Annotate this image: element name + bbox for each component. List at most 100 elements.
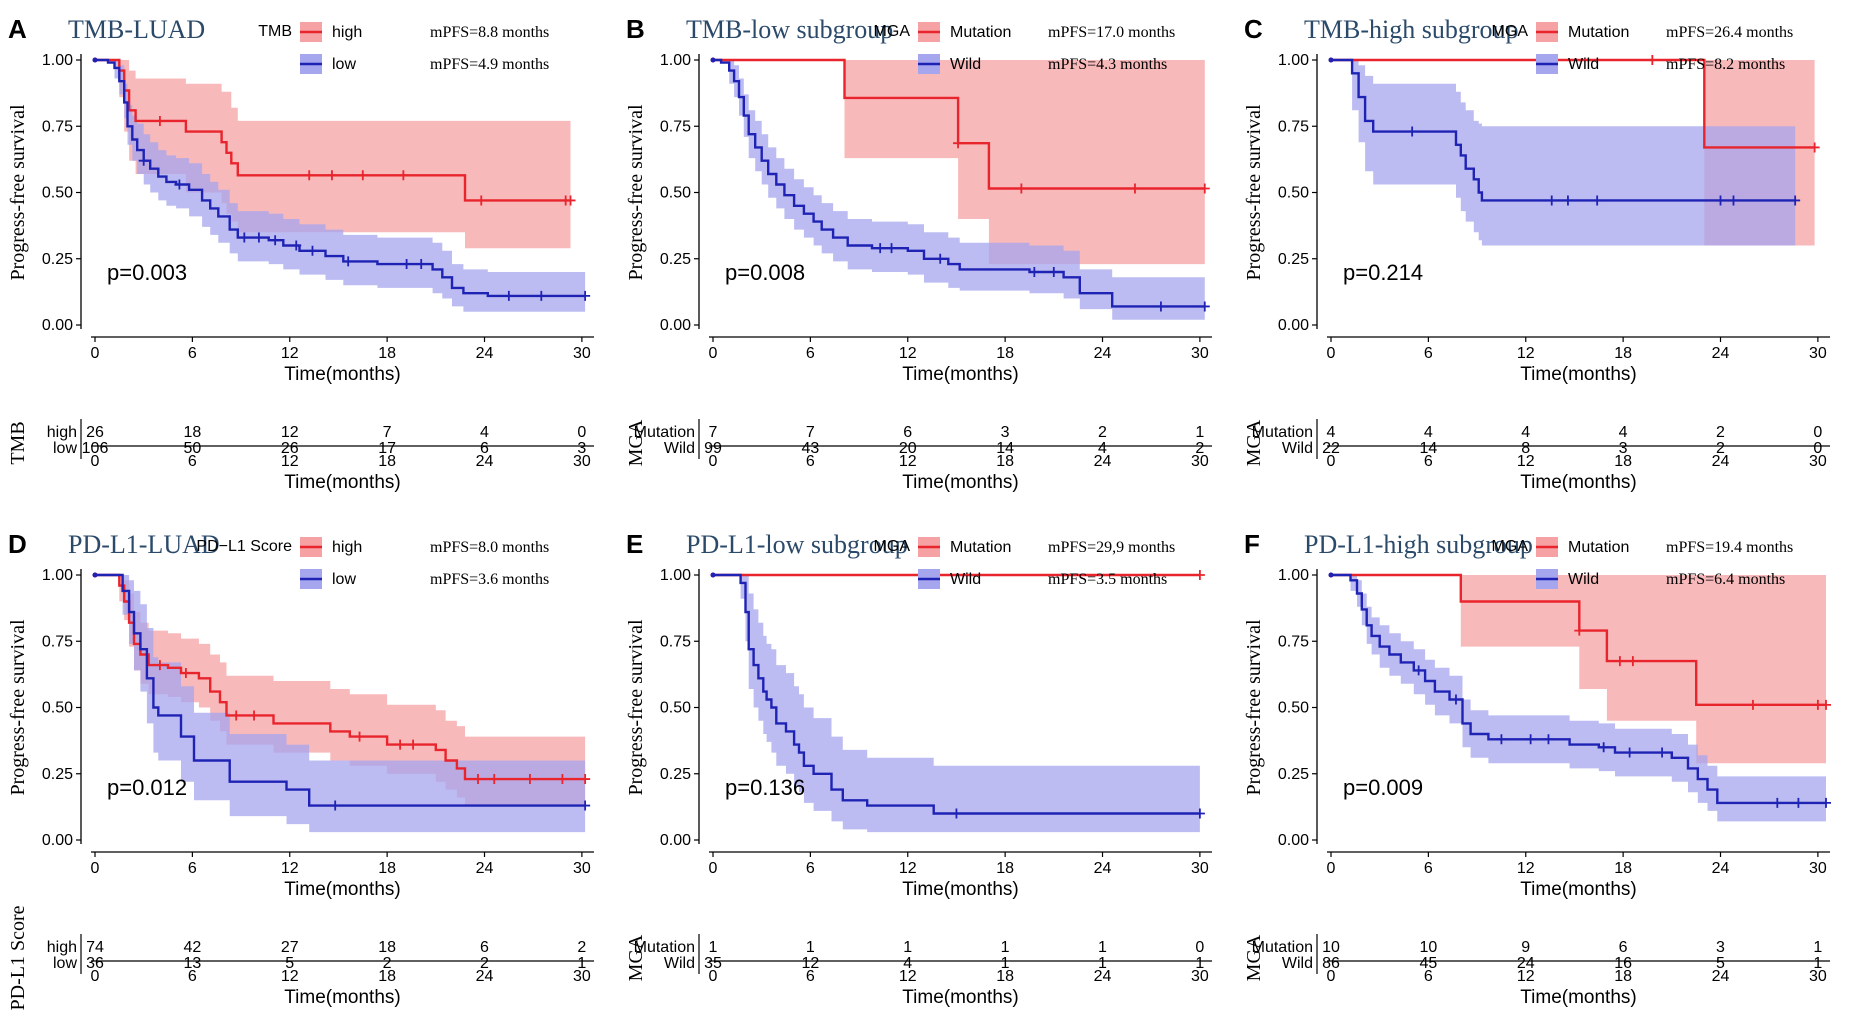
- censor-mark-wild: [1624, 747, 1635, 758]
- risk-count: 42: [183, 939, 201, 956]
- p-value: p=0.008: [725, 260, 805, 285]
- risk-row-label-wild: Wild: [664, 955, 695, 972]
- risk-x-tick-label: 6: [1424, 968, 1433, 985]
- censor-mark-wild: [1657, 747, 1668, 758]
- censor-mark-wild: [1496, 734, 1507, 745]
- risk-x-tick-label: 6: [806, 968, 815, 985]
- y-tick-label: 1.00: [660, 567, 691, 584]
- y-tick-label: 1.00: [1278, 52, 1309, 69]
- x-tick-label: 18: [378, 860, 396, 877]
- risk-count: 1: [903, 939, 912, 956]
- start-point: [710, 572, 716, 578]
- risk-x-tick-label: 30: [573, 453, 591, 470]
- x-tick-label: 24: [1094, 345, 1112, 362]
- risk-count: 4: [1098, 440, 1107, 457]
- censor-mark-wild: [1728, 195, 1739, 206]
- risk-x-tick-label: 30: [1809, 968, 1827, 985]
- x-tick-label: 12: [281, 860, 299, 877]
- legend-title: MGA: [1492, 538, 1529, 555]
- x-tick-label: 12: [899, 860, 917, 877]
- risk-x-tick-label: 0: [709, 968, 718, 985]
- risk-count: 4: [903, 955, 912, 972]
- censor-mark-low: [330, 800, 341, 811]
- risk-x-tick-label: 0: [1327, 968, 1336, 985]
- censor-mark-wild: [1790, 195, 1801, 206]
- x-tick-label: 18: [996, 345, 1014, 362]
- risk-count: 86: [1322, 955, 1340, 972]
- y-tick-label: 0.00: [1278, 832, 1309, 849]
- chart-title: TMB-low subgroup: [686, 15, 893, 44]
- x-tick-label: 30: [1191, 860, 1209, 877]
- risk-count: 4: [1619, 424, 1628, 441]
- legend-label-wild: Wild: [1568, 56, 1599, 73]
- risk-count: 9: [1521, 939, 1530, 956]
- x-tick-label: 24: [1094, 860, 1112, 877]
- ci-band-high: [95, 575, 586, 806]
- risk-count: 1: [577, 955, 586, 972]
- censor-mark-mutation: [1647, 55, 1658, 65]
- censor-mark-low: [503, 290, 514, 301]
- censor-mark-high: [476, 195, 487, 206]
- risk-x-tick-label: 0: [1327, 453, 1336, 470]
- risk-x-tick-label: 0: [709, 453, 718, 470]
- x-tick-label: 6: [188, 860, 197, 877]
- ci-band-mutation: [1331, 575, 1826, 764]
- censor-mark-mutation: [1627, 656, 1638, 667]
- risk-x-tick-label: 24: [1094, 453, 1112, 470]
- x-tick-label: 30: [1809, 860, 1827, 877]
- risk-count: 20: [899, 440, 917, 457]
- y-tick-label: 0.00: [660, 317, 691, 334]
- censor-mark-low: [307, 245, 318, 256]
- x-tick-label: 18: [1614, 345, 1632, 362]
- km-line-mutation: [1331, 573, 1826, 706]
- risk-count: 1: [1813, 939, 1822, 956]
- risk-row-label-wild: Wild: [1282, 440, 1313, 457]
- risk-x-tick-label: 30: [1191, 968, 1209, 985]
- legend-label-mutation: Mutation: [1568, 539, 1629, 556]
- risk-count: 1: [1098, 955, 1107, 972]
- censor-mark-wild: [1715, 195, 1726, 206]
- risk-x-tick-label: 12: [281, 453, 299, 470]
- risk-x-axis-label: Time(months): [902, 987, 1018, 1008]
- risk-count: 1: [806, 939, 815, 956]
- x-tick-label: 12: [281, 345, 299, 362]
- y-tick-label: 1.00: [1278, 567, 1309, 584]
- y-tick-label: 0.25: [42, 766, 73, 783]
- legend-mpfs: mPFS=29,9 months: [1048, 539, 1175, 556]
- y-tick-label: 0.00: [42, 317, 73, 334]
- y-tick-label: 0.50: [660, 700, 691, 717]
- risk-x-tick-label: 12: [1517, 453, 1535, 470]
- censor-mark-low: [580, 290, 591, 301]
- risk-row-label-mutation: Mutation: [634, 424, 695, 441]
- legend-title: MGA: [874, 538, 911, 555]
- censor-mark-high: [326, 170, 337, 181]
- x-tick-label: 24: [476, 345, 494, 362]
- risk-count: 5: [285, 955, 294, 972]
- x-tick-label: 6: [1424, 860, 1433, 877]
- censor-mark-wild: [1048, 267, 1059, 277]
- ci-band-wild: [713, 575, 1200, 833]
- risk-count: 7: [383, 424, 392, 441]
- risk-count: 0: [1813, 440, 1822, 457]
- risk-count: 3: [1716, 939, 1725, 956]
- y-tick-label: 0.25: [660, 251, 691, 268]
- censor-mark-wild: [1450, 694, 1461, 705]
- risk-count: 106: [82, 440, 109, 457]
- risk-count: 8: [1521, 440, 1530, 457]
- risk-count: 1: [1098, 939, 1107, 956]
- risk-count: 26: [86, 424, 104, 441]
- p-value: p=0.009: [1343, 775, 1423, 800]
- risk-count: 2: [1098, 424, 1107, 441]
- risk-table-title: MGA: [625, 419, 647, 466]
- legend-label-wild: Wild: [950, 56, 981, 73]
- censor-mark-wild: [951, 808, 962, 819]
- x-tick-label: 30: [1809, 345, 1827, 362]
- risk-x-axis-label: Time(months): [1520, 987, 1636, 1008]
- y-tick-label: 0.25: [1278, 766, 1309, 783]
- risk-row-label-high: high: [47, 424, 77, 441]
- risk-x-axis-label: Time(months): [1520, 472, 1636, 493]
- censor-mark-low: [401, 259, 412, 270]
- y-tick-label: 0.50: [42, 700, 73, 717]
- risk-x-tick-label: 18: [378, 968, 396, 985]
